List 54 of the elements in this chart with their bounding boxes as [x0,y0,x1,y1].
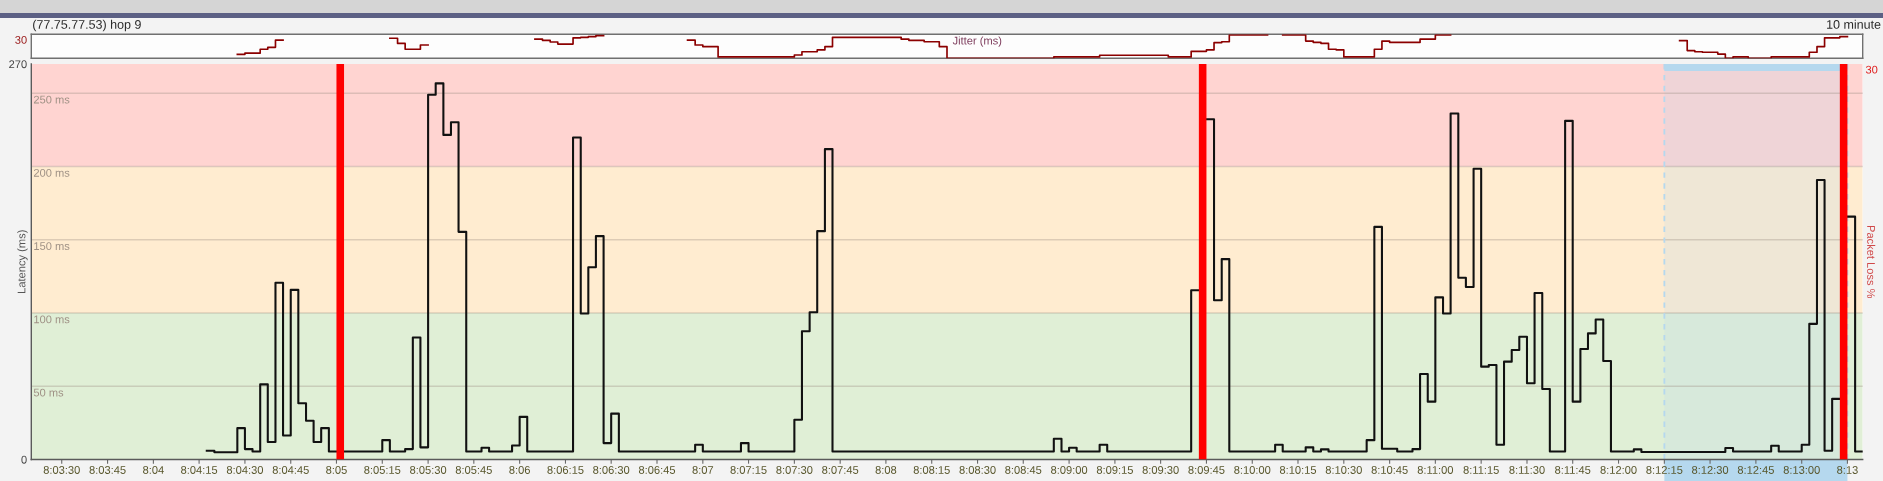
chart-title: (77.75.77.53) hop 9 [33,19,141,32]
x-tick-label: 8:09:45 [1188,466,1225,474]
ref-line-label: 200 ms [33,168,70,177]
x-tick-label: 8:04:30 [226,466,264,474]
x-tick-label: 8:09:30 [1142,466,1179,474]
x-tick-label: 8:11:15 [1463,466,1499,474]
x-tick-label: 8:08:30 [959,466,996,474]
x-tick-label: 8:11:45 [1555,466,1591,474]
y-axis-title: Latency (ms) [17,230,28,293]
y-tick-label: 270 [9,60,27,69]
x-tick-label: 8:13 [1837,466,1858,474]
ref-line-label: 100 ms [34,315,70,324]
x-tick-label: 8:10:00 [1234,466,1271,474]
x-tick-label: 8:08:45 [1005,466,1042,474]
x-tick-label: 8:04:45 [272,466,309,474]
ref-line-label: 250 ms [33,95,70,104]
x-tick-label: 8:08 [875,466,897,474]
ref-line-label: 150 ms [34,242,70,251]
x-tick-label: 8:06:45 [638,466,676,474]
x-tick-label: 8:10:30 [1325,466,1362,474]
x-tick-label: 8:11:00 [1417,466,1454,474]
x-tick-label: 8:11:30 [1509,466,1545,474]
x-tick-label: 8:09:15 [1096,466,1133,474]
x-tick-label: 8:05 [326,466,347,474]
y-axis-title: Packet Loss % [1867,225,1876,299]
x-tick-label: 8:06:15 [547,466,584,474]
x-tick-label: 8:04:15 [181,466,218,474]
text: 10 minute [1827,19,1881,29]
text: 30 [1865,65,1878,74]
x-tick-label: 8:03:45 [89,466,126,474]
x-tick-label: 8:13:00 [1783,466,1820,474]
x-tick-label: 8:12:15 [1646,466,1683,474]
x-tick-label: 8:10:45 [1371,466,1408,474]
x-tick-label: 8:12:45 [1737,466,1774,474]
x-tick-label: 8:09:00 [1051,466,1088,474]
x-tick-label: 8:05:15 [364,466,401,474]
x-tick-label: 8:05:30 [410,466,447,474]
x-tick-label: 8:07:15 [730,466,767,474]
x-tick-label: 8:04 [143,466,164,474]
y-axis-title: Jitter (ms) [952,36,1002,47]
y-tick-label: 0 [21,455,27,464]
x-tick-label: 8:10:15 [1279,466,1317,474]
x-tick-label: 8:05:45 [455,466,492,474]
x-tick-label: 8:06 [509,466,530,474]
ref-line-label: 50 ms [33,388,64,397]
x-tick-label: 8:12:00 [1600,466,1637,474]
text: 30 [15,35,27,44]
x-tick-label: 8:07:45 [822,466,859,474]
x-tick-label: 8:07 [692,466,714,474]
x-tick-label: 8:06:30 [593,466,630,474]
x-tick-label: 8:08:15 [913,466,950,474]
x-tick-label: 8:12:30 [1692,466,1729,474]
x-tick-label: 8:03:30 [43,466,80,474]
x-tick-label: 8:07:30 [776,466,813,474]
